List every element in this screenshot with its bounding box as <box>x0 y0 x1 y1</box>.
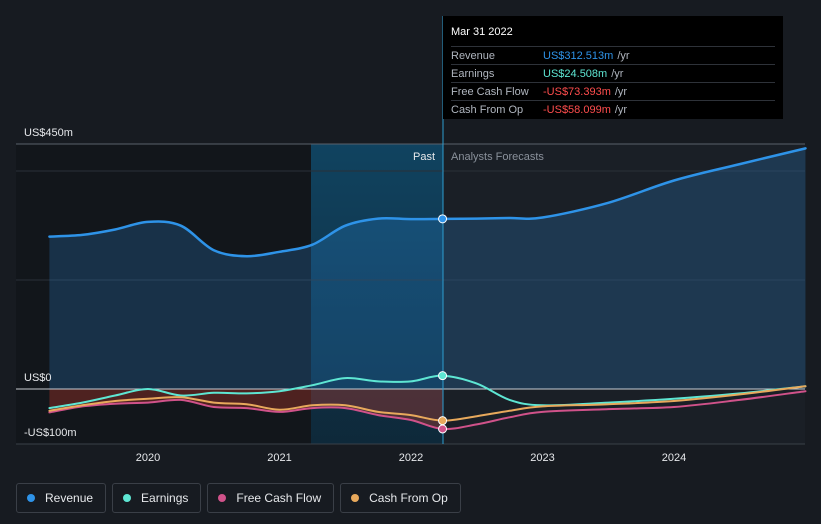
revenue-dot-icon <box>27 494 35 502</box>
tooltip-label: Free Cash Flow <box>451 85 529 98</box>
legend-label: Earnings <box>141 491 189 505</box>
tooltip-unit: /yr <box>614 103 628 116</box>
tooltip-label: Cash From Op <box>451 103 524 116</box>
past-region-bg <box>16 144 311 444</box>
cash-from-op-dot-icon <box>351 494 360 502</box>
tooltip-date: Mar 31 2022 <box>451 26 513 38</box>
marker-free-cash-flow <box>438 424 448 434</box>
marker-earnings <box>438 371 448 381</box>
chart-tooltip: Mar 31 2022 Revenue US$312.513m /yr Earn… <box>443 16 783 119</box>
legend-label: Free Cash Flow <box>236 491 322 505</box>
forecast-label: Analysts Forecasts <box>451 151 544 163</box>
tooltip-row-cash-from-op: Cash From Op -US$58.099m /yr <box>451 100 775 118</box>
cursor-markers <box>438 214 448 434</box>
series-line-revenue <box>48 147 807 258</box>
tooltip-row-revenue: Revenue US$312.513m /yr <box>451 46 775 64</box>
x-tick-label: 2021 <box>267 452 291 464</box>
tooltip-value: -US$58.099m <box>543 103 611 116</box>
x-tick-label: 2020 <box>136 452 160 464</box>
highlight-region <box>311 144 443 444</box>
revenue-area <box>49 148 806 389</box>
marker-revenue <box>438 214 448 224</box>
marker-cash-from-op <box>438 416 448 426</box>
series-line-cash-from-op <box>48 385 807 422</box>
tooltip-value: US$312.513m <box>543 49 614 62</box>
legend-item-cash-from-op[interactable]: Cash From Op <box>340 483 461 513</box>
x-tick-label: 2022 <box>399 452 423 464</box>
past-label: Past <box>413 151 435 163</box>
y-axis-bottom-label: -US$100m <box>24 427 77 439</box>
tooltip-value: US$24.508m <box>543 67 608 80</box>
series-line-earnings <box>48 374 807 410</box>
earnings-dot-icon <box>123 494 132 502</box>
tooltip-label: Earnings <box>451 67 495 80</box>
x-tick-label: 2024 <box>662 452 686 464</box>
tooltip-unit: /yr <box>617 49 630 62</box>
y-axis-top-label: US$450m <box>24 127 73 139</box>
tooltip-unit: /yr <box>611 67 624 80</box>
legend-item-revenue[interactable]: Revenue <box>16 483 107 513</box>
tooltip-row-earnings: Earnings US$24.508m /yr <box>451 64 775 82</box>
series-line-free-cash-flow <box>48 390 807 431</box>
series-lines-layer <box>48 147 807 431</box>
tooltip-unit: /yr <box>614 85 628 98</box>
y-axis-zero-label: US$0 <box>24 372 52 384</box>
x-axis-ticks: 2020 2021 2022 2023 2024 <box>136 452 686 464</box>
tooltip-label: Revenue <box>451 49 496 62</box>
legend-label: Cash From Op <box>369 491 448 505</box>
free-cash-flow-dot-icon <box>218 494 227 502</box>
legend-item-free-cash-flow[interactable]: Free Cash Flow <box>207 483 335 513</box>
x-tick-label: 2023 <box>530 452 554 464</box>
tooltip-row-free-cash-flow: Free Cash Flow -US$73.393m /yr <box>451 82 775 100</box>
revenue-area-layer <box>49 148 806 389</box>
legend-item-earnings[interactable]: Earnings <box>112 483 202 513</box>
tooltip-value: -US$73.393m <box>543 85 611 98</box>
legend-label: Revenue <box>45 491 94 505</box>
chart-legend: Revenue Earnings Free Cash Flow Cash Fro… <box>16 483 461 513</box>
